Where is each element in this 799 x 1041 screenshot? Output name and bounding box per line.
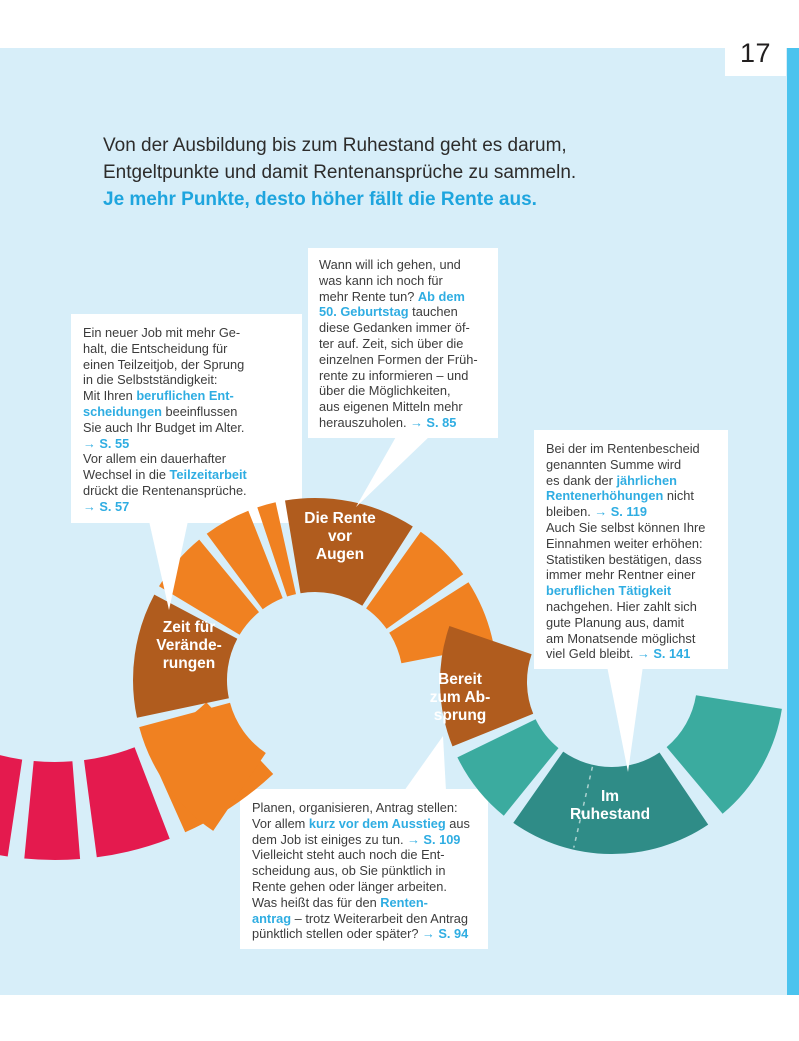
- stage-label-die-rente-vor-augen: Die Rente vor Augen: [304, 510, 376, 563]
- highlight-text: beruflichen Ent- scheidungen: [83, 388, 234, 419]
- highlight-text: beruflichen Tätigkeit: [546, 583, 672, 599]
- page-reference: → S. 94: [422, 926, 469, 942]
- highlight-text: jährlichen Rentenerhöhungen: [546, 472, 677, 504]
- intro-line: Von der Ausbildung bis zum Ruhestand geh…: [103, 135, 567, 156]
- highlight-text: kurz vor dem Ausstieg: [308, 815, 446, 831]
- page-reference: → S. 55: [83, 435, 130, 451]
- body-text: Vor allem ein dauerhafter Wechsel in die: [83, 451, 226, 483]
- body-text: tauchen diese Gedanken immer öf- ter auf…: [319, 304, 478, 430]
- stage-label-zeit-fuer-veraenderungen: Zeit für Verände- rungen: [156, 619, 222, 672]
- callout-job-changes: Ein neuer Job mit mehr Ge- halt, die Ent…: [71, 314, 302, 523]
- body-text: Wann will ich gehen, und was kann ich no…: [319, 257, 461, 304]
- body-text: Vielleicht steht auch noch die Ent- sche…: [252, 847, 447, 910]
- callout-pension-increase: Bei der im Rentenbescheid genannten Summ…: [534, 430, 728, 669]
- body-text: Auch Sie selbst können Ihre Einnahmen we…: [546, 519, 706, 583]
- callout-text: Wann will ich gehen, und was kann ich no…: [319, 257, 487, 431]
- page-reference: → S. 141: [637, 646, 691, 662]
- body-text: Bei der im Rentenbescheid genannten Summ…: [546, 441, 700, 488]
- page-reference: → S. 109: [407, 831, 461, 847]
- highlight-text: Teilzeitarbeit: [169, 467, 247, 483]
- highlight-text: Ab dem 50. Geburtstag: [319, 288, 465, 320]
- body-text: nicht bleiben.: [546, 488, 694, 520]
- page-number: 17: [725, 30, 786, 76]
- accent-stripe: [787, 48, 799, 995]
- callout-retirement-application: Planen, organisieren, Antrag stellen: Vo…: [240, 789, 488, 949]
- stage-label-bereit-zum-absprung: Bereit zum Ab- sprung: [429, 671, 491, 724]
- highlight-text: Renten- antrag: [252, 894, 428, 926]
- body-text: – trotz Weiterarbeit den Antrag pünktlic…: [252, 910, 468, 942]
- intro-paragraph: Von der Ausbildung bis zum Ruhestand geh…: [103, 132, 576, 213]
- body-text: nachgehen. Hier zahlt sich gute Planung …: [546, 598, 697, 662]
- callout-text: Ein neuer Job mit mehr Ge- halt, die Ent…: [83, 325, 290, 515]
- page-reference: → S. 119: [594, 504, 648, 520]
- body-text: beeinflussen Sie auch Ihr Budget im Alte…: [83, 403, 245, 435]
- intro-line: Entgeltpunkte und damit Rentenansprüche …: [103, 162, 577, 183]
- page-reference: → S. 57: [83, 498, 130, 514]
- callout-early-retirement: Wann will ich gehen, und was kann ich no…: [308, 248, 498, 438]
- stage-label-im-ruhestand: Im Ruhestand: [569, 788, 651, 823]
- callout-text: Bei der im Rentenbescheid genannten Summ…: [546, 441, 716, 662]
- page-reference: → S. 85: [410, 414, 457, 430]
- body-text: drückt die Rentenansprüche.: [83, 482, 247, 498]
- callout-text: Planen, organisieren, Antrag stellen: Vo…: [252, 800, 476, 942]
- body-text: aus dem Job ist einiges zu tun.: [252, 815, 470, 847]
- intro-highlight-line: Je mehr Punkte, desto höher fällt die Re…: [103, 189, 537, 210]
- body-text: Ein neuer Job mit mehr Ge- halt, die Ent…: [83, 325, 245, 404]
